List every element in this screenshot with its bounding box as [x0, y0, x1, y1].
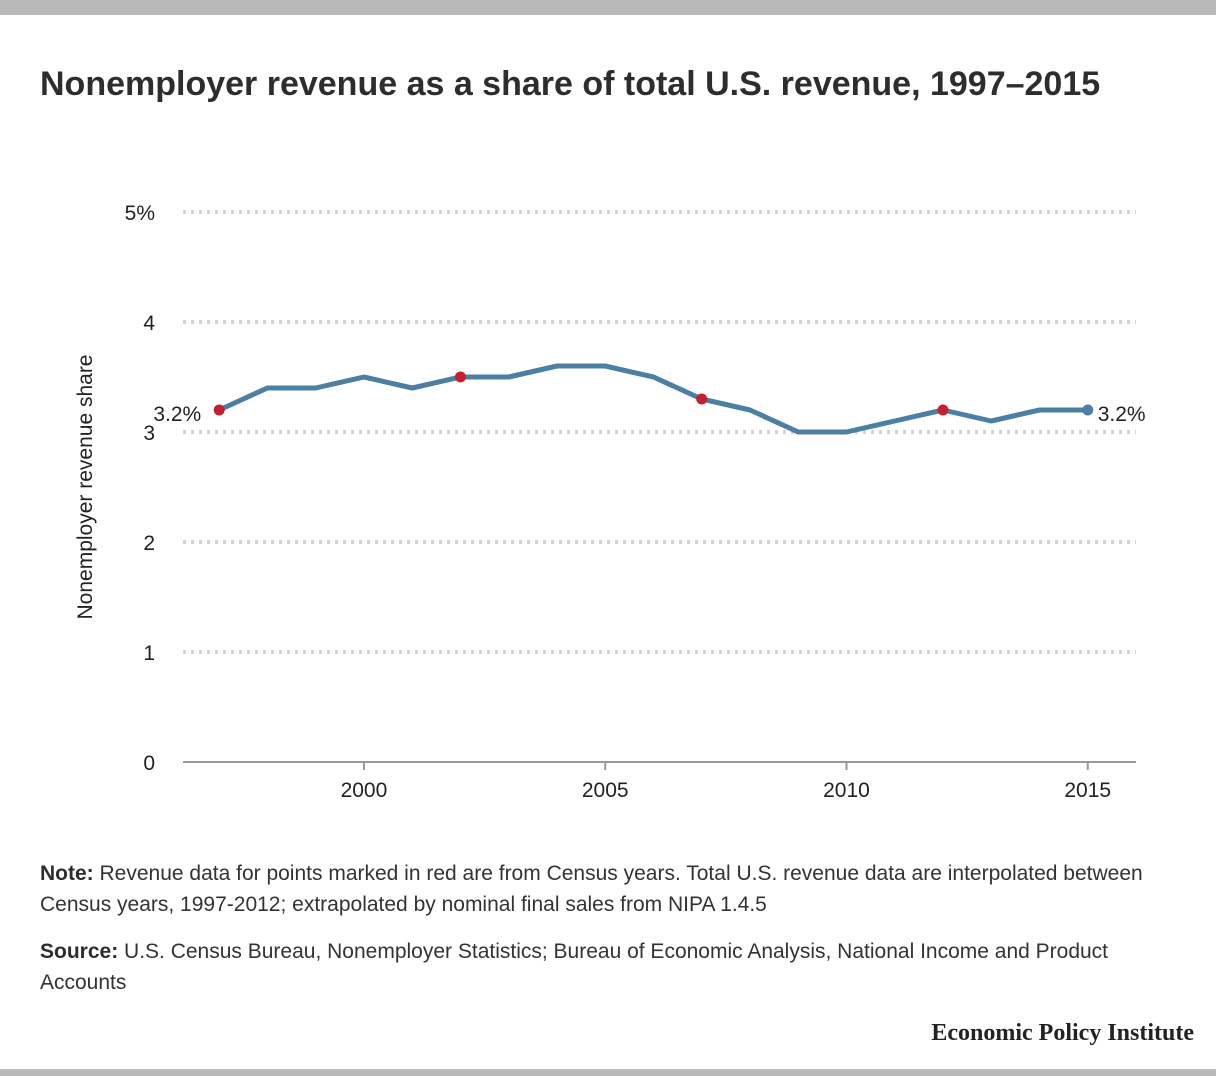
x-tick-label: 2005: [582, 779, 629, 802]
y-tick-label: 5%: [125, 202, 155, 225]
bottom-border-bar: [0, 1069, 1216, 1076]
top-border-bar: [0, 0, 1216, 15]
source-text: U.S. Census Bureau, Nonemployer Statisti…: [40, 940, 1109, 994]
y-tick-label: 2: [143, 532, 155, 555]
y-tick-label: 3: [143, 422, 155, 445]
endpoint-point: [1082, 404, 1094, 416]
x-tick-label: 2000: [341, 779, 388, 802]
data-label: 3.2%: [153, 403, 201, 426]
census-point: [696, 393, 708, 405]
census-point: [454, 371, 466, 383]
publisher-logo: Economic Policy Institute: [931, 1020, 1194, 1046]
chart-note: Note: Revenue data for points marked in …: [40, 858, 1180, 920]
source-label: Source:: [40, 940, 119, 963]
y-tick-label: 4: [143, 312, 155, 335]
note-text: Revenue data for points marked in red ar…: [40, 862, 1143, 916]
chart-title: Nonemployer revenue as a share of total …: [40, 65, 1101, 103]
y-axis-label: Nonemployer revenue share: [74, 354, 97, 620]
y-tick-label: 1: [143, 642, 155, 665]
x-tick-label: 2015: [1064, 779, 1111, 802]
x-tick-label: 2010: [823, 779, 870, 802]
chart-source: Source: U.S. Census Bureau, Nonemployer …: [40, 936, 1180, 998]
census-point: [937, 404, 949, 416]
y-tick-label: 0: [143, 752, 155, 775]
note-label: Note:: [40, 862, 94, 885]
data-label: 3.2%: [1098, 403, 1146, 426]
census-point: [213, 404, 225, 416]
series-line: [216, 363, 1091, 435]
